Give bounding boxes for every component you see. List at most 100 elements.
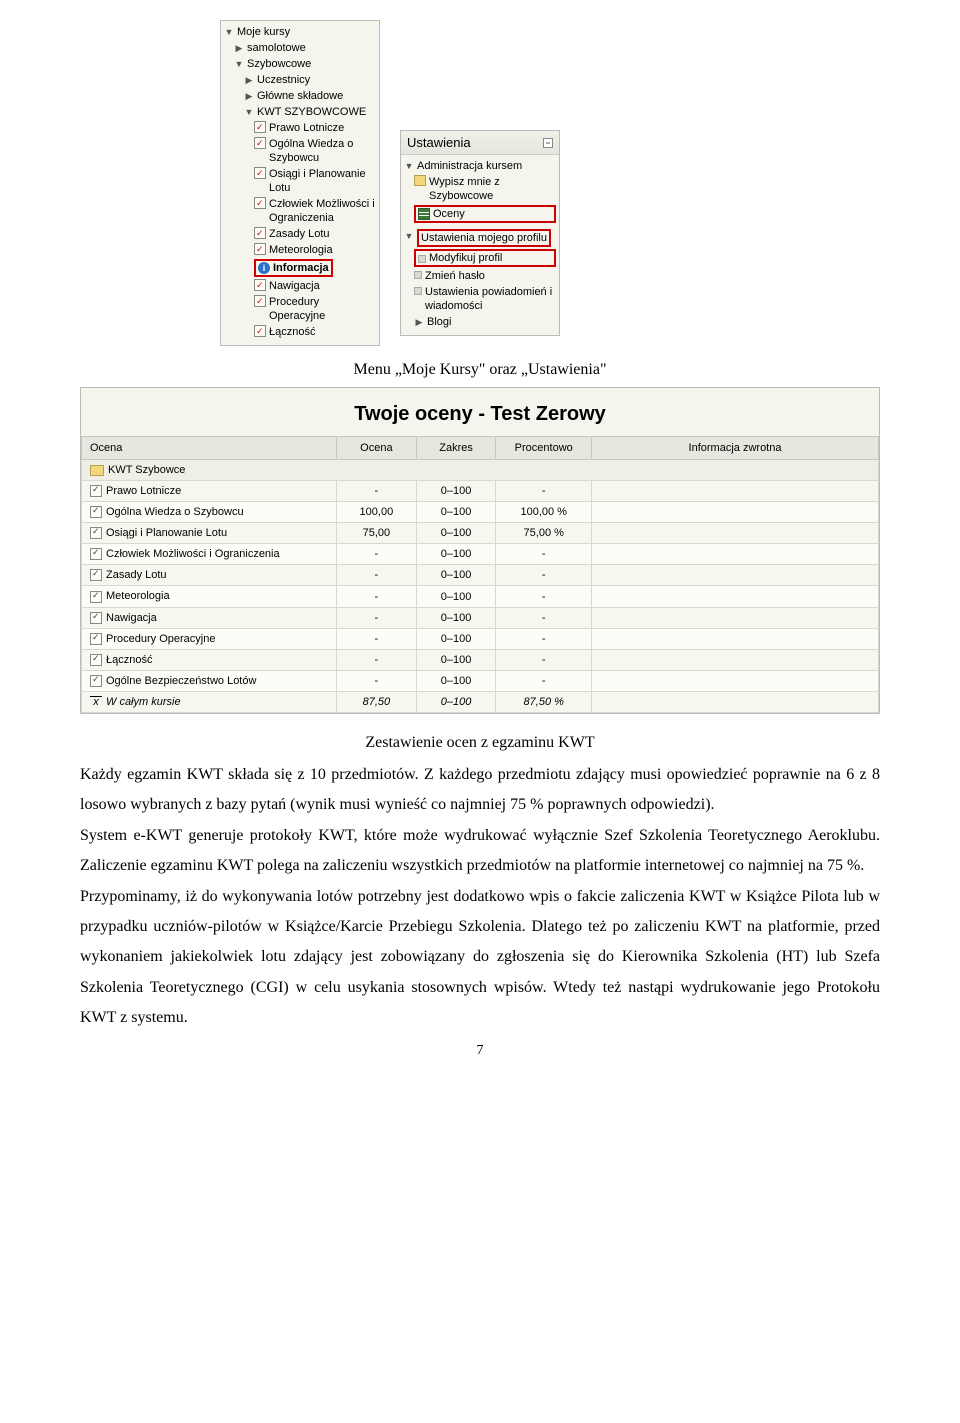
tree-item[interactable]: ▼KWT SZYBOWCOWE	[244, 104, 376, 120]
table-row: Łączność-0–100-	[82, 649, 879, 670]
tree-label: Meteorologia	[269, 243, 333, 257]
folder-icon	[90, 465, 104, 476]
check-icon	[90, 506, 102, 518]
tree-label: Procedury Operacyjne	[269, 295, 376, 323]
tree-label: Moje kursy	[237, 25, 290, 39]
tree-item[interactable]: ▶Główne składowe	[244, 88, 376, 104]
tree-item[interactable]: ▼Administracja kursem	[404, 158, 556, 174]
check-icon	[254, 137, 266, 149]
info-icon: i	[258, 262, 270, 274]
moje-kursy-panel: ▼Moje kursy ▶samolotowe ▼Szybowcowe ▶Ucz…	[220, 20, 380, 346]
col-header: Procentowo	[496, 437, 592, 460]
tree-label: Administracja kursem	[417, 159, 522, 173]
expand-icon: ▼	[224, 25, 234, 39]
tree-item[interactable]: Procedury Operacyjne	[254, 294, 376, 324]
check-icon	[90, 612, 102, 624]
collapse-icon: ▶	[244, 73, 254, 87]
tree-label: Człowiek Możliwości i Ograniczenia	[269, 197, 376, 225]
tree-item[interactable]: Prawo Lotnicze	[254, 120, 376, 136]
table-row: Człowiek Możliwości i Ograniczenia-0–100…	[82, 544, 879, 565]
tree-item[interactable]: Nawigacja	[254, 278, 376, 294]
table-row: Ogólne Bezpieczeństwo Lotów-0–100-	[82, 670, 879, 691]
check-icon	[254, 227, 266, 239]
panel-title: Ustawienia	[401, 131, 559, 155]
tree-label: Ogólna Wiedza o Szybowcu	[269, 137, 376, 165]
table-row: Osiągi i Planowanie Lotu75,000–10075,00 …	[82, 523, 879, 544]
expand-icon: ▼	[404, 229, 414, 243]
tree-label: Ustawienia powiadomień i wiadomości	[425, 285, 556, 313]
tree-item[interactable]: Wypisz mnie z Szybowcowe	[414, 174, 556, 204]
tree-root[interactable]: ▼Moje kursy	[224, 24, 376, 40]
tree-item-modyfikuj[interactable]: Modyfikuj profil	[414, 248, 556, 268]
tree-label: Zasady Lotu	[269, 227, 330, 241]
tree-label: Wypisz mnie z Szybowcowe	[429, 175, 556, 203]
check-icon	[254, 167, 266, 179]
check-icon	[90, 633, 102, 645]
tree-item[interactable]: Łączność	[254, 324, 376, 340]
paragraph: Przypominamy, iż do wykonywania lotów po…	[80, 882, 880, 1034]
table-row: Zasady Lotu-0–100-	[82, 565, 879, 586]
tree-label: Szybowcowe	[247, 57, 311, 71]
collapse-icon: ▶	[244, 89, 254, 103]
tree-item[interactable]: ▶Uczestnicy	[244, 72, 376, 88]
bullet-icon	[414, 271, 422, 279]
tree-item[interactable]: Meteorologia	[254, 242, 376, 258]
check-icon	[254, 243, 266, 255]
table-row: Prawo Lotnicze-0–100-	[82, 481, 879, 502]
panel-title-text: Ustawienia	[407, 135, 471, 150]
tree-label: KWT SZYBOWCOWE	[257, 105, 366, 119]
collapse-icon: ▶	[234, 41, 244, 55]
tree-item-profil[interactable]: ▼Ustawienia mojego profilu	[404, 228, 556, 248]
page-number: 7	[80, 1043, 880, 1059]
check-icon	[90, 485, 102, 497]
tree-item-info[interactable]: iInformacja	[254, 258, 376, 278]
caption-menus: Menu „Moje Kursy" oraz „Ustawienia"	[80, 361, 880, 379]
grades-panel: Twoje oceny - Test Zerowy Ocena Ocena Za…	[80, 387, 880, 714]
average-icon: x	[90, 696, 102, 708]
check-icon	[254, 121, 266, 133]
table-row: Meteorologia-0–100-	[82, 586, 879, 607]
body-text: Każdy egzamin KWT składa się z 10 przedm…	[80, 760, 880, 1034]
tree-item[interactable]: Zmień hasło	[414, 268, 556, 284]
check-icon	[90, 548, 102, 560]
paragraph: System e-KWT generuje protokoły KWT, któ…	[80, 821, 880, 882]
tree-label: Informacja	[273, 261, 329, 275]
tree-item-oceny[interactable]: Oceny	[414, 204, 556, 224]
tree-item[interactable]: Osiągi i Planowanie Lotu	[254, 166, 376, 196]
col-header: Ocena	[82, 437, 337, 460]
bullet-icon	[414, 287, 422, 295]
tree-label: Główne składowe	[257, 89, 343, 103]
tree-label: Blogi	[427, 315, 451, 329]
caption-grades: Zestawienie ocen z egzaminu KWT	[80, 734, 880, 752]
grades-icon	[418, 208, 430, 220]
tree-item[interactable]: ▶samolotowe	[234, 40, 376, 56]
paragraph: Każdy egzamin KWT składa się z 10 przedm…	[80, 760, 880, 821]
tree-label: Uczestnicy	[257, 73, 310, 87]
col-header: Informacja zwrotna	[592, 437, 879, 460]
tree-item[interactable]: ▶Blogi	[414, 314, 556, 330]
tree-item[interactable]: Zasady Lotu	[254, 226, 376, 242]
tree-item[interactable]: Ustawienia powiadomień i wiadomości	[414, 284, 556, 314]
tree-item[interactable]: Ogólna Wiedza o Szybowcu	[254, 136, 376, 166]
collapse-icon: ▶	[414, 315, 424, 329]
minimize-icon[interactable]	[543, 138, 553, 148]
expand-icon: ▼	[404, 159, 414, 173]
ustawienia-panel: Ustawienia ▼Administracja kursem Wypisz …	[400, 130, 560, 336]
tree-label: Oceny	[433, 207, 465, 221]
tree-label: Łączność	[269, 325, 315, 339]
check-icon	[254, 197, 266, 209]
table-row: Nawigacja-0–100-	[82, 607, 879, 628]
tree-label: Ustawienia mojego profilu	[417, 229, 551, 247]
bullet-icon	[418, 255, 426, 263]
check-icon	[90, 654, 102, 666]
col-header: Zakres	[416, 437, 496, 460]
col-header: Ocena	[337, 437, 417, 460]
tree-label: Modyfikuj profil	[429, 251, 502, 265]
tree-item[interactable]: ▼Szybowcowe	[234, 56, 376, 72]
expand-icon: ▼	[244, 105, 254, 119]
tree-label: Zmień hasło	[425, 269, 485, 283]
tree-item[interactable]: Człowiek Możliwości i Ograniczenia	[254, 196, 376, 226]
table-row: Ogólna Wiedza o Szybowcu100,000–100100,0…	[82, 502, 879, 523]
table-row: KWT Szybowce	[82, 460, 879, 481]
grades-title: Twoje oceny - Test Zerowy	[81, 388, 879, 436]
